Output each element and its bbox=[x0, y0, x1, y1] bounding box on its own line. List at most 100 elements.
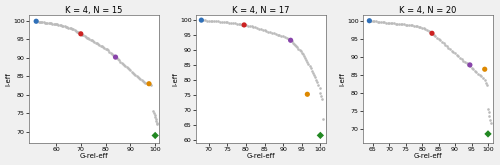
Point bbox=[276, 34, 283, 36]
Point bbox=[203, 19, 211, 22]
Point bbox=[48, 22, 56, 25]
Point bbox=[304, 63, 312, 66]
Point bbox=[98, 45, 106, 48]
Point bbox=[296, 50, 304, 53]
Title: K = 4, N = 20: K = 4, N = 20 bbox=[399, 6, 456, 15]
Point bbox=[434, 38, 442, 40]
Point bbox=[418, 26, 426, 29]
Point bbox=[74, 31, 82, 34]
Point bbox=[461, 61, 469, 63]
Point bbox=[34, 20, 42, 23]
Point bbox=[278, 34, 285, 37]
Point bbox=[484, 133, 492, 135]
Point bbox=[480, 68, 488, 71]
Point bbox=[384, 21, 392, 24]
Point bbox=[448, 49, 456, 52]
Point bbox=[314, 84, 322, 87]
Point bbox=[478, 75, 486, 78]
Point bbox=[110, 55, 118, 57]
Point bbox=[54, 23, 62, 26]
Point bbox=[86, 38, 94, 41]
Point bbox=[367, 20, 375, 22]
Point bbox=[54, 23, 62, 26]
Point bbox=[484, 84, 492, 87]
Point bbox=[150, 112, 158, 115]
Point bbox=[153, 123, 161, 126]
Point bbox=[32, 20, 40, 23]
Point bbox=[231, 22, 239, 25]
Point bbox=[208, 20, 216, 22]
Point bbox=[309, 71, 317, 74]
Point bbox=[80, 35, 88, 37]
Point bbox=[253, 27, 261, 29]
Point bbox=[380, 21, 388, 24]
Point bbox=[294, 47, 302, 50]
Point bbox=[115, 59, 123, 62]
Point bbox=[57, 24, 65, 27]
Point bbox=[395, 23, 403, 25]
Point bbox=[100, 47, 108, 49]
Point bbox=[476, 74, 484, 76]
Point bbox=[32, 20, 40, 23]
Point bbox=[314, 81, 322, 84]
Point bbox=[90, 41, 98, 43]
X-axis label: G-rel-eff: G-rel-eff bbox=[414, 153, 442, 159]
Point bbox=[460, 59, 468, 62]
Point bbox=[240, 24, 248, 26]
Point bbox=[199, 19, 207, 22]
Point bbox=[34, 20, 42, 23]
Point bbox=[458, 58, 466, 61]
Point bbox=[436, 39, 444, 42]
Point bbox=[201, 19, 209, 22]
Point bbox=[250, 25, 258, 28]
Point bbox=[145, 83, 153, 85]
Point bbox=[83, 36, 91, 39]
Point bbox=[210, 20, 218, 22]
Point bbox=[146, 83, 154, 86]
Point bbox=[260, 29, 268, 32]
Point bbox=[318, 117, 326, 120]
Point bbox=[70, 29, 78, 32]
Point bbox=[270, 32, 278, 35]
Point bbox=[248, 25, 256, 27]
Point bbox=[266, 31, 274, 33]
Point bbox=[423, 28, 431, 31]
Point bbox=[224, 21, 232, 24]
Point bbox=[214, 20, 222, 23]
Point bbox=[60, 25, 68, 27]
Point bbox=[136, 78, 144, 81]
Point bbox=[466, 64, 474, 66]
Point bbox=[218, 20, 226, 23]
Point bbox=[220, 21, 228, 23]
Point bbox=[68, 27, 76, 30]
Point bbox=[304, 61, 312, 63]
Point bbox=[416, 26, 424, 29]
Point bbox=[410, 24, 418, 27]
Point bbox=[306, 65, 314, 68]
Point bbox=[38, 21, 46, 23]
Point bbox=[130, 72, 138, 75]
Point bbox=[234, 23, 242, 25]
Point bbox=[444, 46, 452, 49]
Point bbox=[60, 25, 68, 28]
Point bbox=[441, 43, 449, 46]
Point bbox=[152, 121, 160, 124]
Point bbox=[93, 42, 101, 45]
Point bbox=[77, 33, 85, 35]
Point bbox=[484, 107, 492, 110]
Point bbox=[443, 45, 451, 48]
Point bbox=[462, 62, 470, 65]
Point bbox=[446, 48, 454, 50]
Point bbox=[318, 98, 326, 101]
Point bbox=[70, 28, 78, 31]
Point bbox=[317, 95, 325, 98]
Point bbox=[385, 22, 393, 24]
Point bbox=[294, 46, 302, 49]
Point bbox=[52, 23, 60, 26]
Y-axis label: I-eff: I-eff bbox=[6, 72, 12, 86]
Point bbox=[402, 23, 409, 26]
Point bbox=[129, 71, 137, 74]
Point bbox=[304, 93, 312, 96]
Point bbox=[480, 79, 488, 82]
Point bbox=[103, 48, 111, 51]
